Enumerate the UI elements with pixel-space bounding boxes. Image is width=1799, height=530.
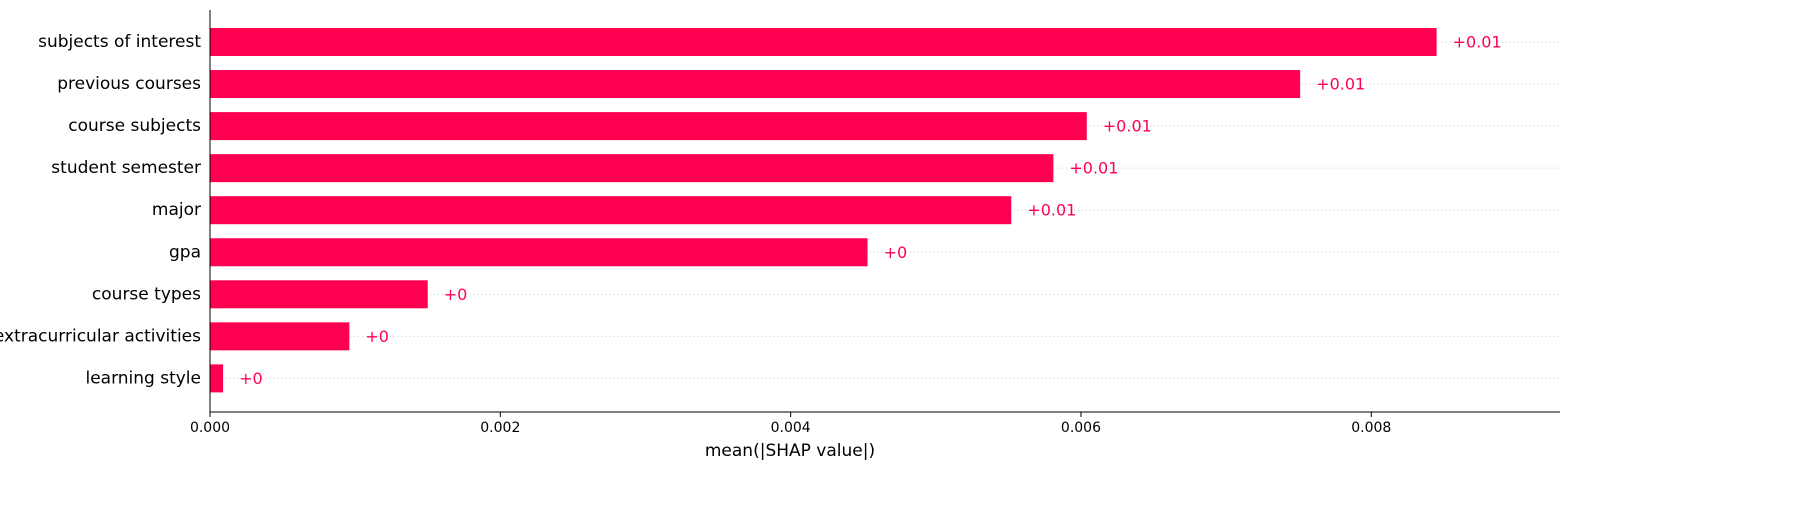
bar (210, 196, 1012, 225)
x-axis-ticks: 0.000 0.002 0.004 0.006 0.008 (190, 412, 1391, 436)
category-labels: subjects of interest previous courses cour… (0, 32, 201, 388)
axes (209, 10, 1560, 413)
value-labels: +0.01 +0.01 +0.01 +0.01 +0.01 +0 +0 +0 +0 (239, 33, 1502, 388)
value-label: +0.01 (1453, 33, 1502, 52)
value-label: +0 (239, 369, 263, 388)
x-tick-label: 0.004 (771, 420, 811, 436)
category-label: major (152, 200, 201, 220)
category-label: previous courses (57, 74, 201, 94)
value-label: +0.01 (1069, 159, 1118, 178)
bar (210, 154, 1054, 183)
value-label: +0 (884, 243, 908, 262)
bar (210, 364, 224, 393)
category-label: gpa (169, 242, 201, 262)
category-label: course types (92, 284, 201, 304)
category-label: subjects of interest (38, 32, 201, 52)
value-label: +0.01 (1027, 201, 1076, 220)
x-tick-label: 0.008 (1351, 420, 1391, 436)
bar (210, 112, 1087, 141)
value-label: +0.01 (1316, 75, 1365, 94)
bar (210, 238, 868, 267)
value-label: +0 (444, 285, 468, 304)
bars (210, 28, 1437, 393)
bar (210, 280, 428, 309)
bar (210, 28, 1437, 56)
bar (210, 322, 350, 351)
x-tick-label: 0.000 (190, 420, 230, 436)
value-label: +0 (365, 327, 389, 346)
category-label: course subjects (68, 116, 201, 136)
x-tick-label: 0.002 (480, 420, 520, 436)
x-tick-label: 0.006 (1061, 420, 1101, 436)
category-label: learning style (85, 368, 201, 388)
x-axis-title: mean(|SHAP value|) (705, 441, 875, 461)
category-label: extracurricular activities (0, 326, 201, 346)
category-label: student semester (51, 158, 201, 178)
bar (210, 70, 1301, 99)
value-label: +0.01 (1103, 117, 1152, 136)
